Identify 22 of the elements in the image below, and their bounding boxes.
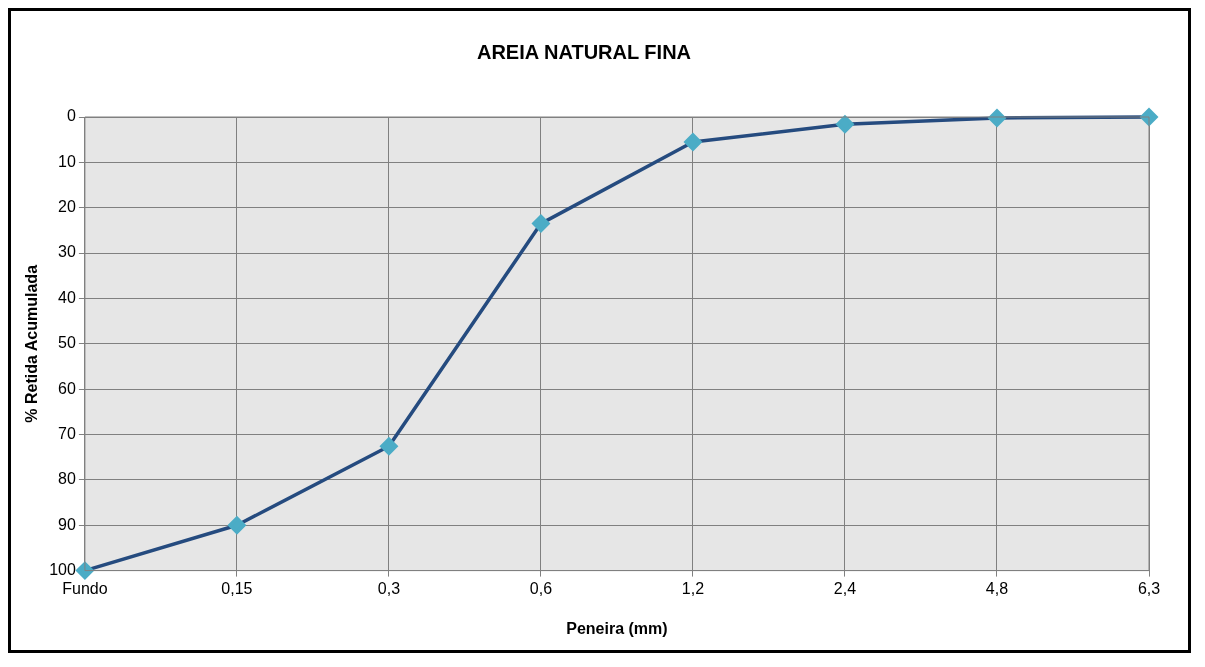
y-tick-label: 40 (58, 288, 76, 306)
x-tick-label: 2,4 (833, 579, 857, 597)
x-axis-title: Peneira (mm) (566, 619, 668, 637)
y-tick-label: 70 (58, 424, 76, 442)
x-tick-label: 1,2 (681, 579, 705, 597)
x-tick-label: 4,8 (985, 579, 1009, 597)
y-tick-label: 50 (58, 334, 76, 352)
x-tick-label: Fundo (62, 579, 108, 597)
y-tick-label: 0 (66, 107, 76, 125)
y-tick-label: 80 (58, 470, 76, 488)
y-tick-label: 60 (58, 379, 76, 397)
x-tick-label: 0,15 (221, 579, 253, 597)
chart-title: AREIA NATURAL FINA (476, 40, 692, 63)
y-axis-title: % Retida Acumulada (23, 264, 41, 423)
y-tick-label: 90 (58, 515, 76, 533)
y-tick-label: 100 (49, 561, 76, 579)
y-tick-label: 10 (58, 152, 76, 170)
x-tick-label: 0,3 (377, 579, 401, 597)
x-tick-label: 6,3 (1137, 579, 1161, 597)
y-tick-label: 20 (58, 198, 76, 216)
x-tick-label: 0,6 (529, 579, 553, 597)
y-tick-label: 30 (58, 243, 76, 261)
